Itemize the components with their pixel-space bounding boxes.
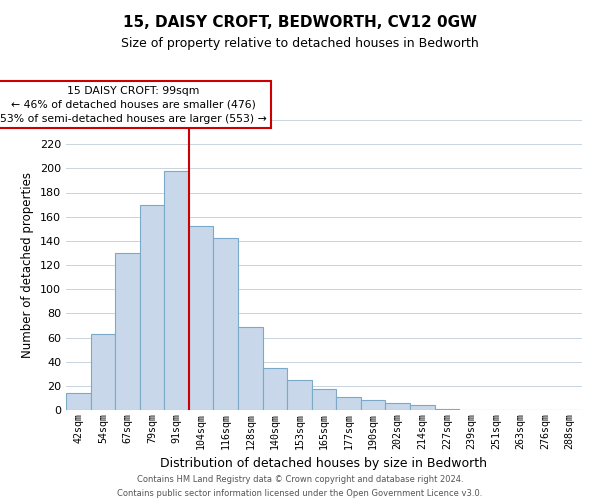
Bar [434,409,459,410]
Text: 15 DAISY CROFT: 99sqm
← 46% of detached houses are smaller (476)
53% of semi-det: 15 DAISY CROFT: 99sqm ← 46% of detached … [0,86,267,124]
Bar [263,368,287,410]
Bar [336,396,361,410]
Bar [287,380,312,410]
Bar [91,334,115,410]
Bar [66,393,91,410]
X-axis label: Distribution of detached houses by size in Bedworth: Distribution of detached houses by size … [161,457,487,470]
Y-axis label: Number of detached properties: Number of detached properties [22,172,34,358]
Text: Contains HM Land Registry data © Crown copyright and database right 2024.
Contai: Contains HM Land Registry data © Crown c… [118,476,482,498]
Bar [164,171,189,410]
Text: 15, DAISY CROFT, BEDWORTH, CV12 0GW: 15, DAISY CROFT, BEDWORTH, CV12 0GW [123,15,477,30]
Text: Size of property relative to detached houses in Bedworth: Size of property relative to detached ho… [121,38,479,51]
Bar [312,390,336,410]
Bar [385,403,410,410]
Bar [361,400,385,410]
Bar [214,238,238,410]
Bar [410,405,434,410]
Bar [115,253,140,410]
Bar [189,226,214,410]
Bar [238,326,263,410]
Bar [140,204,164,410]
